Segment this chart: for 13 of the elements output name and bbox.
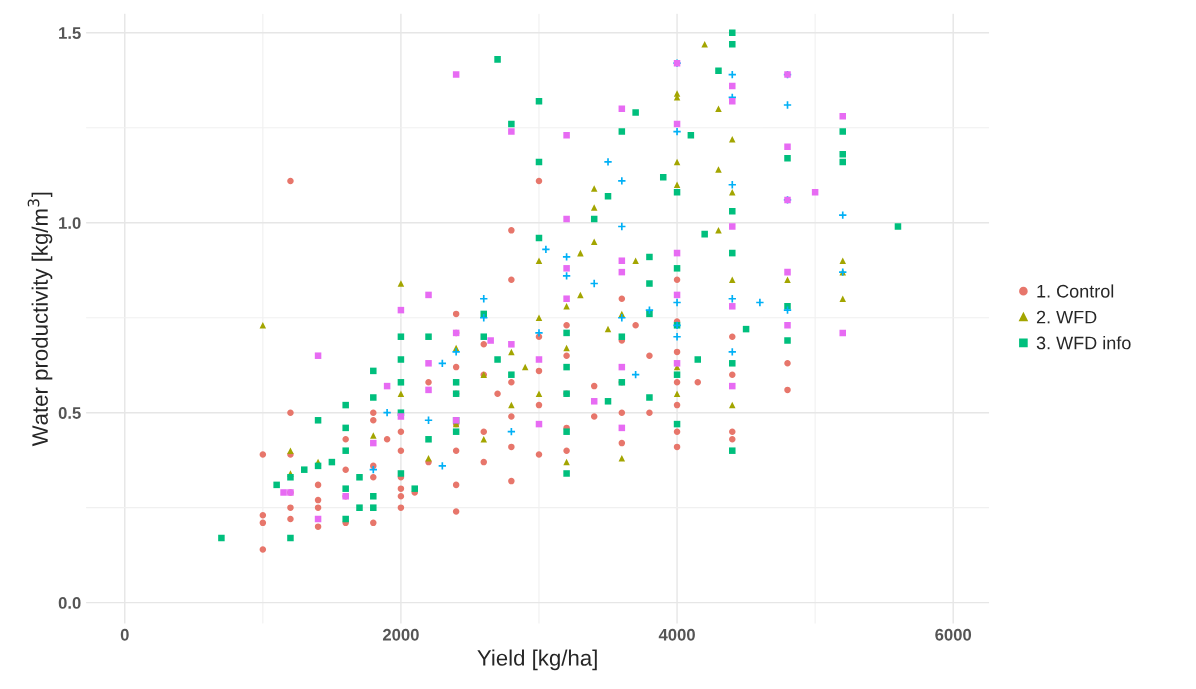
legend-label: 2. WFD	[1036, 310, 1097, 324]
y-tick-label: 1.0	[59, 217, 81, 229]
x-tick-label: 6000	[935, 628, 972, 641]
x-axis-title: Yield [kg/ha]	[477, 649, 597, 671]
y-axis-title: Water productivity [kg/m$^{3}$]	[27, 192, 53, 447]
x-tick-label: 2000	[382, 628, 419, 641]
y-tick-label: 1.5	[59, 27, 81, 39]
x-tick-label: 0	[120, 628, 129, 641]
legend-label: 3. WFD info	[1036, 336, 1131, 350]
y-tick-label: 0.0	[58, 597, 81, 609]
y-tick-label: 0.5	[58, 407, 81, 419]
legend-label: 1. Control	[1037, 284, 1114, 298]
x-tick-label: 4000	[658, 628, 695, 641]
